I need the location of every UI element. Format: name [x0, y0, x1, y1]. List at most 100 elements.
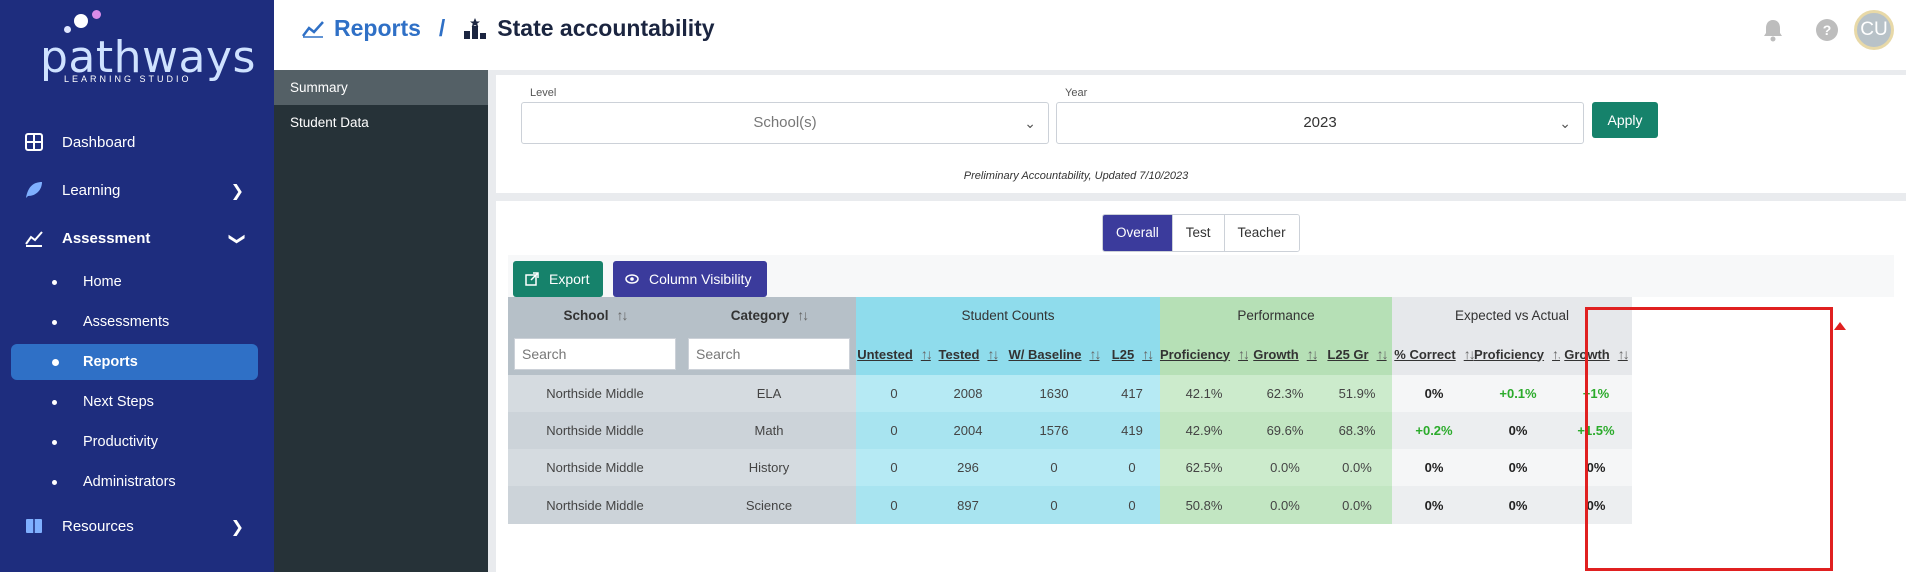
- bell-icon[interactable]: [1760, 17, 1786, 43]
- header-category[interactable]: Category ↑↓: [682, 297, 856, 333]
- table-cell: Northside Middle: [508, 486, 682, 524]
- category-search-cell: Search: [682, 333, 856, 375]
- chevron-right-icon: ❯: [230, 183, 244, 200]
- subnav-summary[interactable]: Summary: [274, 70, 488, 105]
- table-cell: 0%: [1476, 449, 1560, 486]
- nav-assessment-label: Assessment: [62, 229, 151, 247]
- nav-learning[interactable]: Learning ❯: [0, 166, 274, 214]
- col-l25[interactable]: L25 ↑↓: [1104, 333, 1160, 375]
- col-tested[interactable]: Tested ↑↓: [932, 333, 1004, 375]
- nav-sub-productivity[interactable]: Productivity: [0, 422, 274, 462]
- breadcrumb: Reports / State accountability: [302, 15, 715, 42]
- bullet-icon: [52, 359, 59, 366]
- table-cell: 0.0%: [1248, 449, 1322, 486]
- col-l25-growth[interactable]: L25 Gr ↑↓: [1322, 333, 1392, 375]
- tab-teacher[interactable]: Teacher: [1224, 215, 1299, 251]
- school-search-input[interactable]: Search: [514, 338, 676, 370]
- dashboard-icon: [25, 133, 43, 151]
- sort-icon: ↑↓: [1089, 346, 1101, 362]
- year-value: 2023: [1303, 114, 1337, 131]
- brand-tagline: LEARNING STUDIO: [64, 74, 192, 84]
- help-icon[interactable]: ?: [1816, 19, 1838, 41]
- chart-icon: [25, 231, 43, 247]
- tab-overall[interactable]: Overall: [1103, 215, 1173, 251]
- header-school[interactable]: School ↑↓: [508, 297, 682, 333]
- export-icon: [525, 272, 539, 286]
- nav-sub-administrators[interactable]: Administrators: [0, 462, 274, 502]
- breadcrumb-separator: /: [438, 15, 446, 41]
- table-cell: 68.3%: [1322, 412, 1392, 449]
- col-proficiency[interactable]: Proficiency ↑↓: [1160, 333, 1250, 375]
- column-visibility-button[interactable]: Column Visibility: [613, 261, 767, 297]
- col-growth[interactable]: Growth ↑↓: [1248, 333, 1322, 375]
- table-row: Northside Middle Science 0 897 0 0 50.8% 0.0% 0.…: [508, 486, 1894, 524]
- table-cell: 0: [856, 375, 932, 412]
- nav-sub-assessments[interactable]: Assessments: [0, 302, 274, 342]
- table-row: Northside Middle ELA 0 2008 1630 417 42.1% 62.3…: [508, 375, 1894, 412]
- table-cell: +0.1%: [1476, 375, 1560, 412]
- column-visibility-label: Column Visibility: [649, 271, 752, 287]
- col-exp-proficiency[interactable]: Proficiency ↑↓: [1474, 333, 1564, 375]
- tab-test[interactable]: Test: [1172, 215, 1225, 251]
- table-cell: 0.0%: [1322, 486, 1392, 524]
- chevron-right-icon: ❯: [230, 519, 244, 536]
- nav-dashboard-label: Dashboard: [62, 133, 136, 151]
- sort-icon: ↑↓: [1376, 346, 1389, 362]
- table-cell: 0.0%: [1248, 486, 1322, 524]
- level-label: Level: [530, 87, 557, 99]
- table-cell: 417: [1104, 375, 1160, 412]
- group-expected-vs-actual: Expected vs Actual: [1392, 297, 1632, 333]
- nav-sub-next-steps[interactable]: Next Steps: [0, 382, 274, 422]
- export-button[interactable]: Export: [513, 261, 603, 297]
- table-cell: 0: [856, 449, 932, 486]
- table-cell: 2008: [932, 375, 1004, 412]
- col-growth-label: Growth: [1253, 346, 1299, 362]
- table-cell: ELA: [682, 375, 856, 412]
- table-cell: Northside Middle: [508, 449, 682, 486]
- table-cell: 0%: [1476, 486, 1560, 524]
- table-cell: Science: [682, 486, 856, 524]
- report-subnav: Summary Student Data: [274, 70, 488, 572]
- sort-icon: ↑↓: [1142, 346, 1154, 362]
- table-cell: 1576: [1004, 412, 1104, 449]
- nav-sub-reports[interactable]: Reports: [11, 344, 258, 380]
- avatar[interactable]: CU: [1854, 10, 1894, 50]
- nav-sub-home[interactable]: Home: [0, 262, 274, 302]
- page-title: State accountability: [497, 15, 715, 41]
- nav-sub-productivity-label: Productivity: [83, 434, 158, 450]
- table-cell: Math: [682, 412, 856, 449]
- sort-icon: ↑↓: [920, 346, 933, 362]
- top-bar: Reports / State accountability ? CU: [274, 0, 1906, 62]
- col-with-baseline[interactable]: W/ Baseline ↑↓: [1004, 333, 1104, 375]
- col-tested-label: Tested: [938, 346, 980, 362]
- subnav-student-data[interactable]: Student Data: [290, 115, 369, 130]
- nav-assessment[interactable]: Assessment ❯: [0, 214, 274, 262]
- col-untested[interactable]: Untested ↑↓: [856, 333, 933, 375]
- col-with-baseline-label: W/ Baseline: [1008, 346, 1082, 362]
- sort-icon: ↑↓: [1306, 346, 1319, 362]
- col-pct-correct[interactable]: % Correct ↑↓: [1392, 333, 1476, 375]
- table-cell: +0.2%: [1392, 412, 1476, 449]
- nav-sub-home-label: Home: [83, 274, 122, 290]
- group-header-row: School ↑↓ Category ↑↓ Student Counts Perfo…: [508, 297, 1894, 333]
- table-cell: 62.3%: [1248, 375, 1322, 412]
- level-select[interactable]: School(s) ⌄: [521, 102, 1049, 144]
- table-cell: 0%: [1392, 486, 1476, 524]
- group-performance: Performance: [1160, 297, 1392, 333]
- nav-dashboard[interactable]: Dashboard: [0, 118, 274, 166]
- sort-icon: ↑↓: [1617, 346, 1630, 362]
- year-select[interactable]: 2023 ⌄: [1056, 102, 1584, 144]
- bullet-icon: [52, 440, 57, 445]
- breadcrumb-reports[interactable]: Reports: [334, 15, 421, 41]
- table-cell: 419: [1104, 412, 1160, 449]
- nav-learning-label: Learning: [62, 181, 121, 199]
- category-search-input[interactable]: Search: [688, 338, 850, 370]
- nav-resources[interactable]: Resources ❯: [0, 502, 274, 550]
- apply-button[interactable]: Apply: [1592, 102, 1658, 138]
- brand-logo[interactable]: pathways LEARNING STUDIO: [40, 10, 255, 84]
- table-cell: 0: [1104, 486, 1160, 524]
- sort-icon: ↑↓: [1463, 346, 1476, 362]
- table-cell: 0: [856, 412, 932, 449]
- bullet-icon: [52, 480, 57, 485]
- table-cell: 42.1%: [1160, 375, 1248, 412]
